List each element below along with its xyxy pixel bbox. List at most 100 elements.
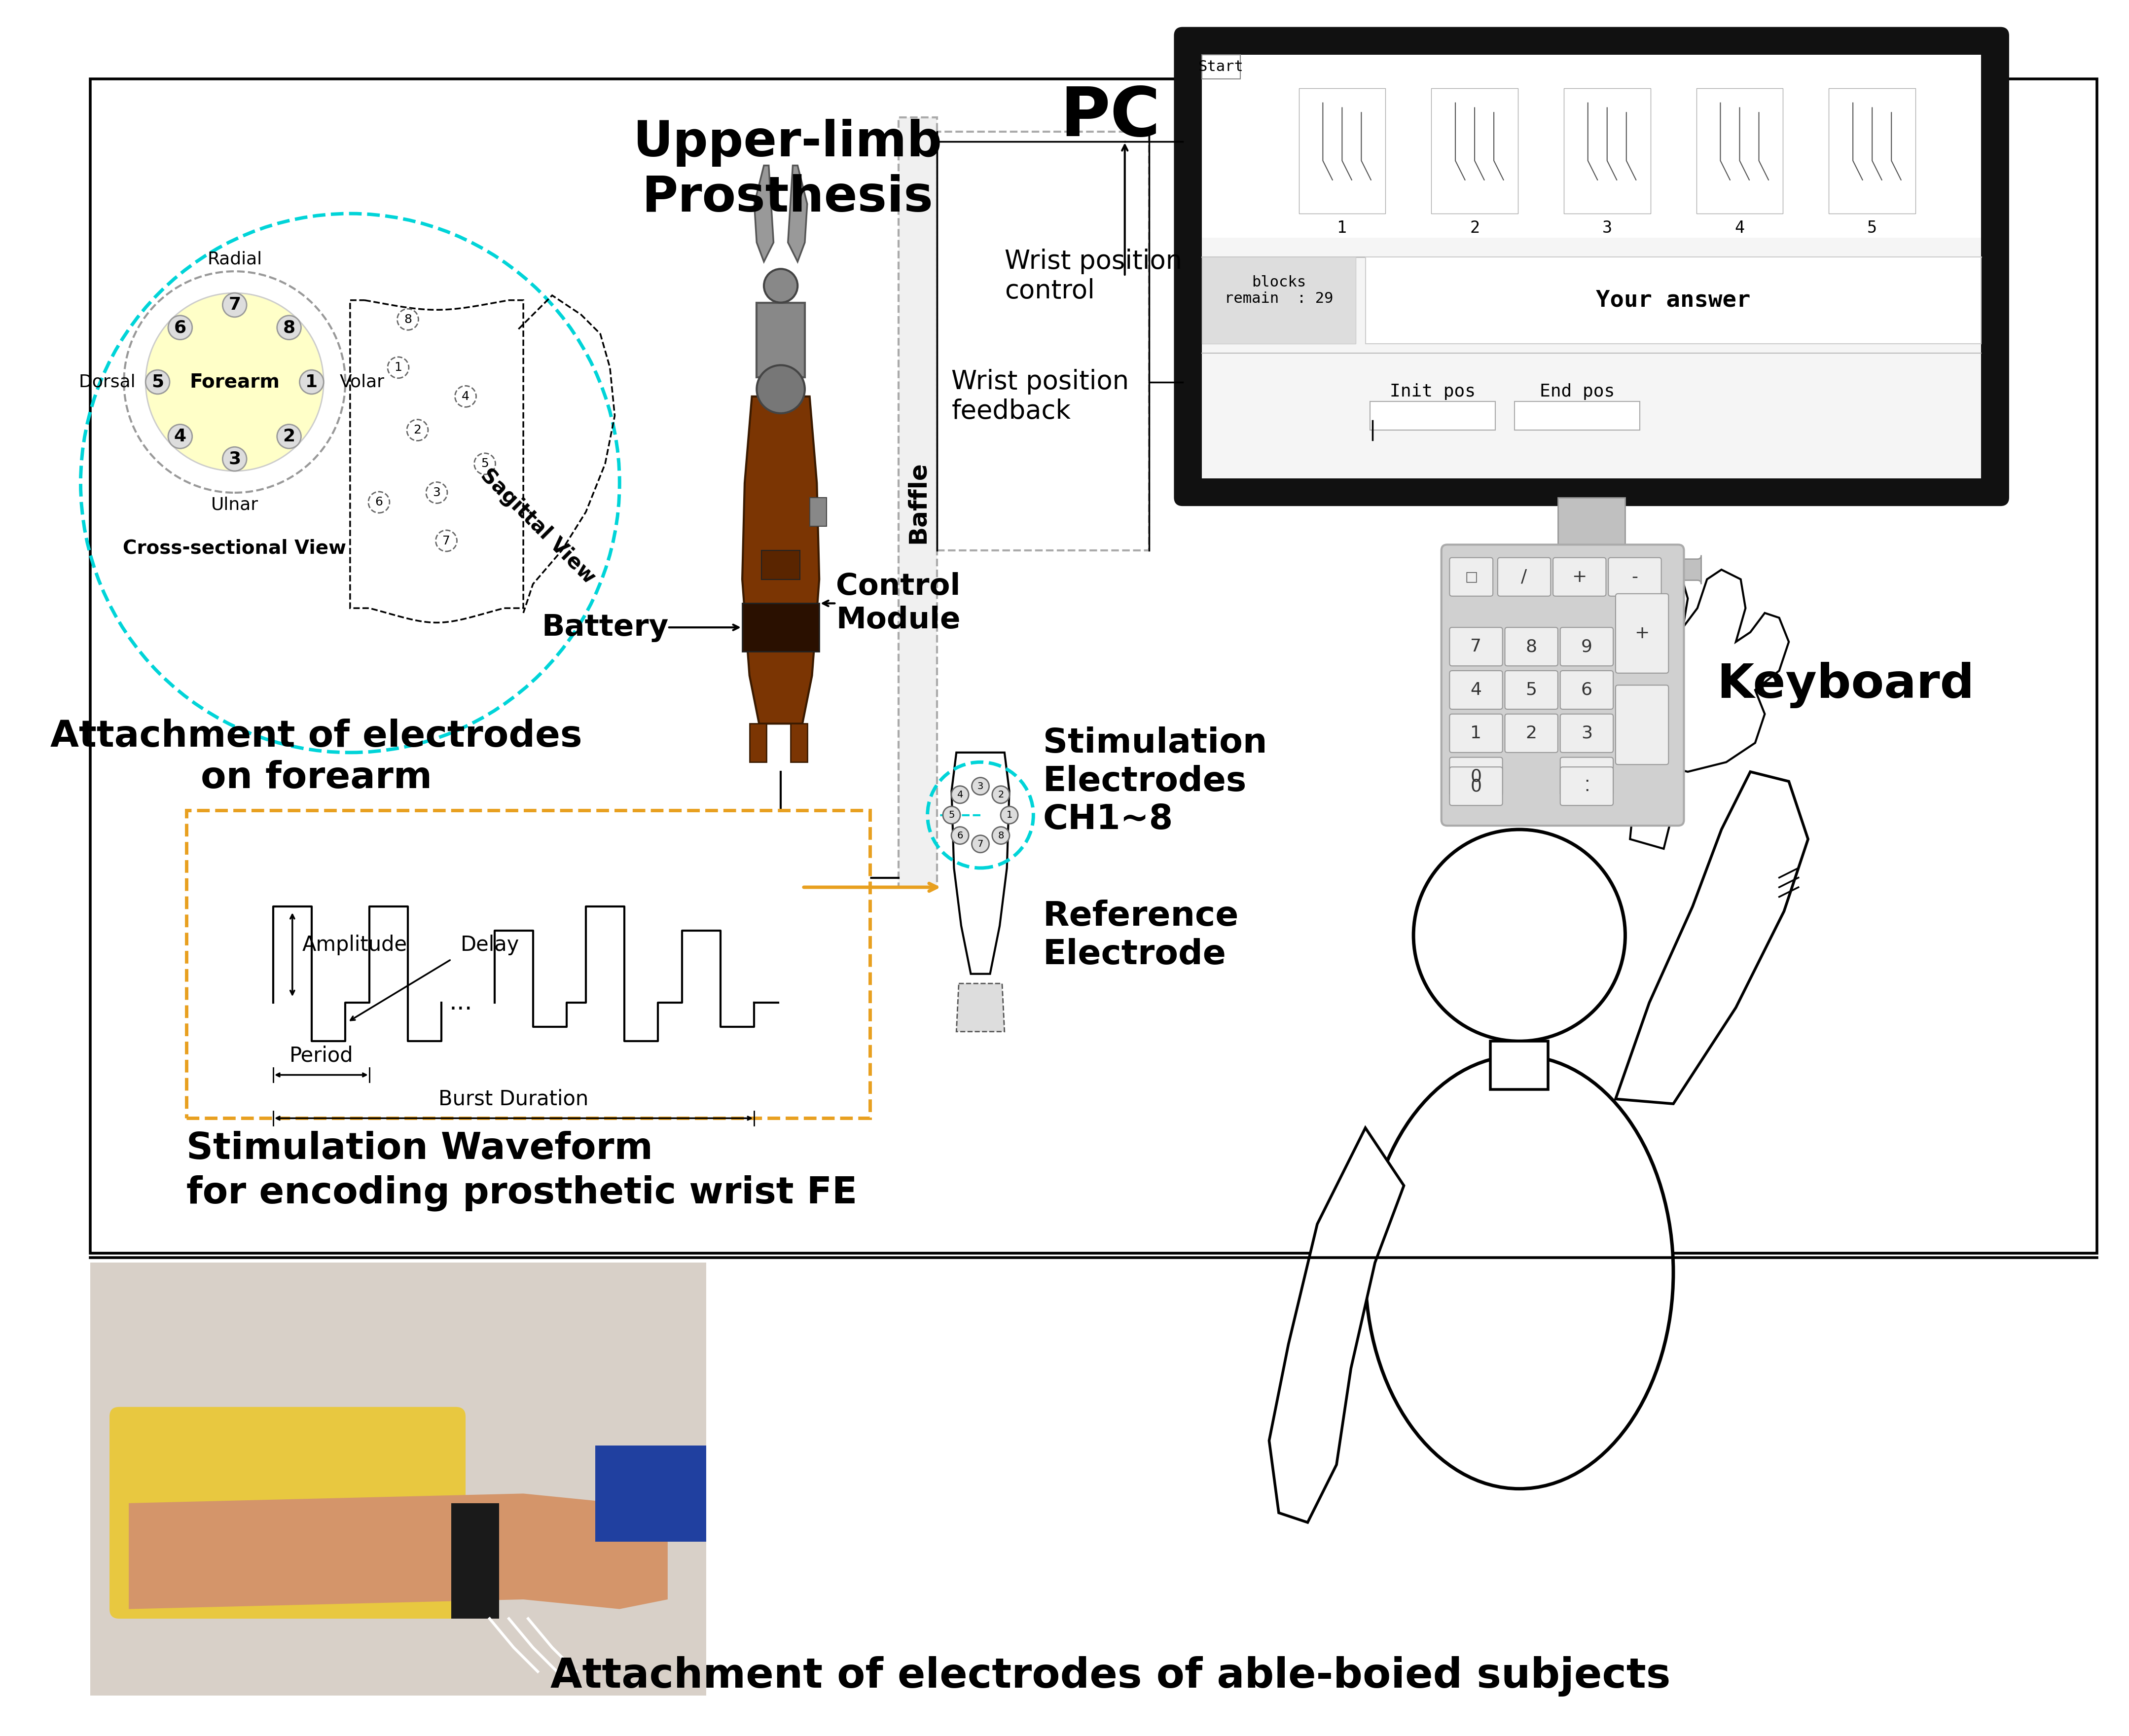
Circle shape (764, 269, 798, 302)
Text: 8: 8 (999, 832, 1005, 840)
Text: .: . (1584, 769, 1590, 785)
Polygon shape (1631, 743, 1678, 849)
Text: 8: 8 (1526, 639, 1537, 654)
Bar (1829, 89, 1916, 214)
Bar (1490, 1042, 1548, 1090)
FancyBboxPatch shape (1450, 557, 1492, 595)
Polygon shape (349, 300, 524, 623)
FancyBboxPatch shape (1505, 627, 1558, 667)
FancyBboxPatch shape (1497, 557, 1550, 595)
Text: 6: 6 (1582, 682, 1592, 698)
FancyBboxPatch shape (1616, 594, 1669, 674)
Bar (596, 1446, 707, 1542)
Text: 4: 4 (956, 790, 962, 799)
Circle shape (952, 826, 969, 844)
Text: Reference
Electrode: Reference Electrode (1043, 899, 1239, 970)
Text: 5: 5 (481, 458, 490, 470)
Bar (1565, 89, 1650, 214)
Text: 2: 2 (999, 790, 1005, 799)
Bar (1371, 401, 1495, 431)
Text: ...: ... (449, 991, 473, 1014)
Text: 7: 7 (228, 297, 241, 314)
Text: 4: 4 (1735, 220, 1744, 236)
Circle shape (145, 293, 324, 470)
Circle shape (456, 385, 477, 406)
Circle shape (1414, 830, 1624, 1042)
Text: Stimulation
Electrodes
CH1~8: Stimulation Electrodes CH1~8 (1043, 727, 1267, 837)
Text: 7: 7 (977, 838, 984, 849)
Circle shape (168, 316, 192, 340)
Circle shape (475, 453, 496, 474)
Text: 4: 4 (175, 429, 187, 444)
FancyBboxPatch shape (1561, 757, 1614, 795)
Text: 6: 6 (175, 319, 187, 337)
FancyBboxPatch shape (1505, 713, 1558, 752)
Bar (1365, 257, 1982, 344)
Text: Start: Start (1199, 59, 1243, 75)
Text: Dorsal: Dorsal (79, 373, 136, 391)
Text: 3: 3 (228, 451, 241, 467)
Text: Battery: Battery (541, 613, 669, 642)
Text: Radial: Radial (207, 252, 262, 267)
Polygon shape (1616, 773, 1808, 1104)
Bar (1201, 83, 1982, 477)
Circle shape (1001, 807, 1018, 823)
Circle shape (300, 370, 324, 394)
Text: 5: 5 (151, 373, 164, 391)
Circle shape (426, 483, 447, 503)
Polygon shape (952, 752, 1009, 974)
Bar (1201, 56, 1982, 238)
FancyBboxPatch shape (1450, 713, 1503, 752)
FancyBboxPatch shape (1441, 545, 1684, 826)
Text: 1: 1 (1007, 811, 1013, 819)
FancyBboxPatch shape (1175, 28, 2008, 505)
Text: Keyboard: Keyboard (1716, 661, 1974, 708)
Circle shape (387, 358, 409, 378)
Bar (1697, 89, 1782, 214)
FancyBboxPatch shape (1450, 627, 1503, 667)
Text: Wrist position
control: Wrist position control (1005, 248, 1182, 304)
Bar (89, 78, 2097, 1253)
Bar (756, 302, 805, 377)
Bar (1431, 89, 1518, 214)
Text: /: / (1522, 568, 1526, 585)
Circle shape (224, 446, 247, 470)
Circle shape (971, 778, 990, 795)
Bar (937, 132, 1150, 550)
Text: 1: 1 (1337, 220, 1348, 236)
Text: 4: 4 (462, 391, 471, 403)
Text: 0: 0 (1471, 778, 1482, 795)
Circle shape (756, 365, 805, 413)
Text: Amplitude: Amplitude (302, 934, 407, 955)
Text: blocks
remain  : 29: blocks remain : 29 (1224, 274, 1333, 306)
Text: +: + (1635, 625, 1650, 642)
Text: -: - (1631, 568, 1637, 585)
Bar (743, 604, 820, 651)
Text: Wrist position
feedback: Wrist position feedback (952, 368, 1128, 424)
FancyBboxPatch shape (1450, 767, 1503, 806)
Text: 3: 3 (432, 486, 441, 498)
Bar (762, 550, 801, 580)
Bar (1514, 401, 1639, 431)
Bar (790, 724, 807, 762)
Text: PC: PC (1060, 83, 1160, 151)
FancyBboxPatch shape (1450, 670, 1503, 710)
Text: Upper-limb
Prosthesis: Upper-limb Prosthesis (632, 118, 943, 222)
FancyBboxPatch shape (1561, 670, 1614, 710)
Text: 9: 9 (1582, 639, 1592, 654)
Text: Volar: Volar (341, 373, 385, 391)
Circle shape (277, 316, 300, 340)
Text: Baffle: Baffle (907, 462, 930, 543)
Ellipse shape (1365, 1055, 1673, 1489)
Text: Delay: Delay (460, 934, 519, 955)
Text: 2: 2 (1469, 220, 1480, 236)
Text: 1: 1 (1471, 726, 1482, 741)
Text: 6: 6 (375, 496, 383, 509)
Text: Init pos: Init pos (1390, 384, 1475, 399)
Bar (89, 1262, 707, 1696)
Text: Sagittal View: Sagittal View (477, 465, 600, 589)
Text: 3: 3 (977, 781, 984, 792)
Polygon shape (128, 1493, 669, 1609)
Circle shape (971, 835, 990, 852)
FancyBboxPatch shape (1607, 557, 1661, 595)
